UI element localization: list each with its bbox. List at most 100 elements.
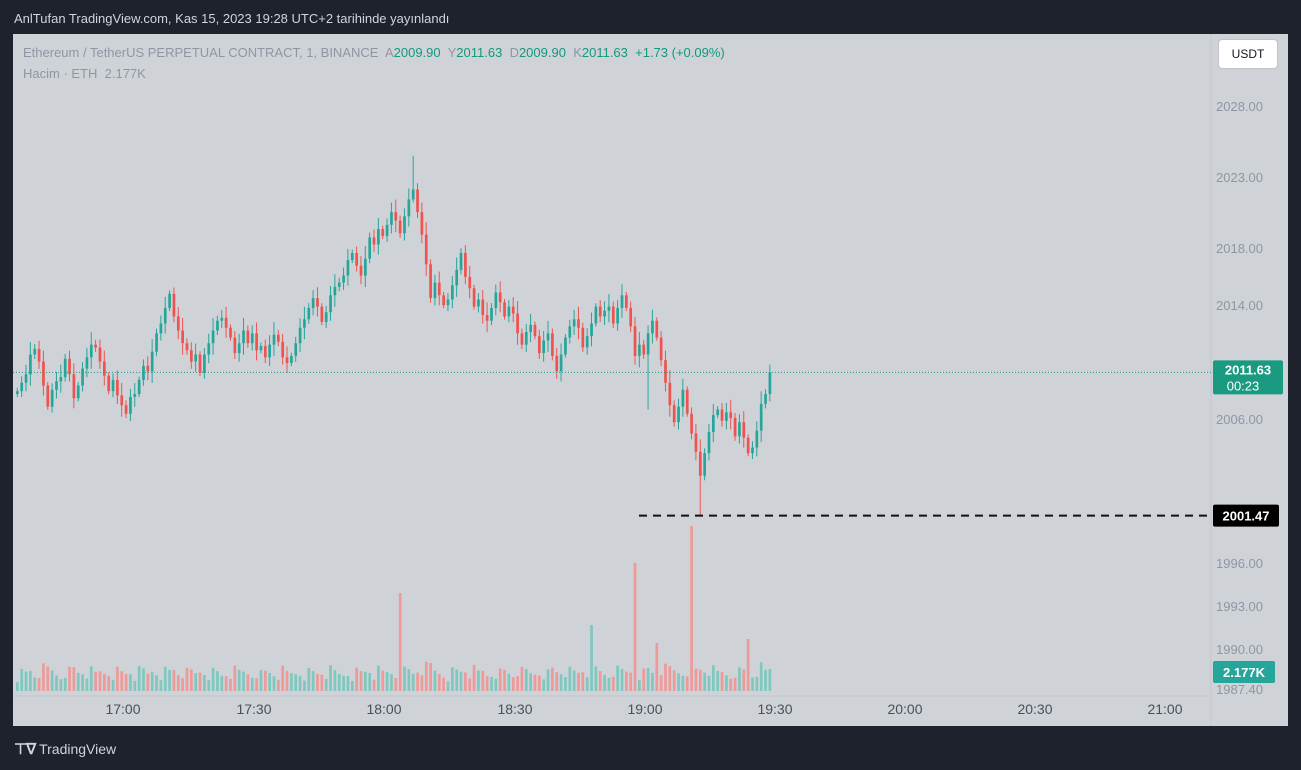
volume-bar	[190, 669, 193, 691]
volume-bar	[337, 674, 341, 691]
candle-body	[485, 315, 489, 321]
volume-bar	[712, 665, 715, 691]
volume-bar	[168, 669, 171, 691]
volume-bar	[68, 666, 71, 691]
candle-body	[420, 212, 424, 235]
volume-bar	[255, 678, 258, 691]
candle-body	[629, 307, 633, 327]
candle-body	[381, 229, 385, 237]
candle-body	[429, 264, 432, 299]
low-price-tag	[1213, 504, 1279, 527]
candle-body	[159, 323, 163, 334]
volume-bar	[538, 675, 541, 691]
chart-frame[interactable]: 2028.002023.002018.002014.002006.001999.…	[13, 34, 1288, 726]
volume-value: 2.177K	[104, 66, 146, 81]
candle-body	[568, 326, 572, 338]
volume-bar	[368, 673, 372, 691]
volume-bar	[533, 674, 537, 691]
candle-body	[424, 234, 428, 265]
x-tick-label: 21:00	[1147, 701, 1182, 717]
volume-bar	[607, 677, 611, 691]
y-tick-label: 1996.00	[1216, 556, 1263, 571]
volume-bar	[581, 672, 585, 691]
volume-bar	[124, 674, 128, 691]
candle-body	[394, 212, 398, 221]
volume-bar	[694, 668, 698, 691]
candle-body	[659, 337, 663, 361]
candle-body	[577, 319, 580, 328]
candle-body	[524, 331, 528, 345]
price-chart[interactable]: 2028.002023.002018.002014.002006.001999.…	[13, 34, 1288, 726]
volume-bar	[216, 671, 219, 691]
volume-bar	[437, 674, 441, 691]
candle-body	[607, 306, 611, 311]
low-price-value: 2001.47	[1223, 509, 1270, 524]
candle-body	[581, 327, 585, 348]
volume-bar	[324, 678, 328, 691]
x-tick-label: 20:30	[1017, 701, 1052, 717]
candle-body	[437, 282, 441, 296]
candle-body	[303, 319, 306, 328]
candle-body	[546, 333, 550, 341]
high-label: Y	[447, 45, 457, 60]
volume-bar	[107, 676, 111, 691]
candle-body	[50, 389, 54, 407]
candle-body	[703, 453, 706, 476]
volume-label: Hacim · ETH	[23, 66, 98, 81]
volume-bar	[89, 666, 93, 691]
candle-body	[359, 265, 363, 276]
candle-body	[98, 347, 102, 362]
volume-bar	[520, 666, 524, 691]
candle-body	[625, 295, 628, 308]
volume-bar	[485, 676, 489, 691]
candle-body	[664, 360, 667, 383]
candle-body	[755, 430, 759, 448]
candle-body	[529, 324, 532, 332]
volume-bar	[598, 671, 602, 691]
candle-body	[503, 302, 506, 317]
y-tick-label: 2028.00	[1216, 99, 1263, 114]
low-label: D	[509, 45, 519, 60]
volume-bar	[551, 667, 554, 691]
currency-button[interactable]: USDT	[1218, 39, 1278, 69]
volume-bar	[503, 669, 506, 691]
volume-legend: Hacim · ETH 2.177K	[23, 66, 146, 81]
volume-bar	[646, 667, 650, 691]
volume-bar	[24, 671, 28, 691]
volume-bar	[303, 680, 306, 691]
candle-body	[538, 336, 541, 354]
candle-body	[603, 310, 606, 317]
change-value: +1.73 (+0.09%)	[635, 45, 725, 60]
candle-body	[468, 276, 472, 289]
volume-bar	[103, 673, 106, 691]
candle-body	[268, 344, 271, 358]
close-label: K	[573, 45, 582, 60]
volume-bar	[668, 666, 672, 691]
volume-bar	[751, 677, 754, 691]
volume-bar	[616, 665, 619, 691]
volume-bar	[677, 673, 680, 691]
candle-body	[407, 199, 411, 217]
volume-bar	[585, 677, 589, 691]
candle-body	[498, 292, 502, 303]
volume-bar	[263, 670, 267, 691]
volume-bar	[642, 668, 646, 691]
volume-bar	[420, 675, 424, 691]
candle-body	[738, 422, 741, 437]
candle-body	[33, 348, 37, 355]
candle-body	[137, 379, 141, 394]
tradingview-logo[interactable]: ⊤∇ TradingView	[14, 740, 116, 758]
volume-bar	[729, 678, 733, 691]
symbol-name: Ethereum / TetherUS PERPETUAL CONTRACT, …	[23, 45, 379, 60]
candle-body	[459, 252, 463, 270]
candle-body	[494, 292, 498, 308]
volume-bar	[281, 665, 285, 691]
volume-bar	[72, 667, 76, 691]
candle-body	[81, 368, 84, 386]
candle-body	[211, 330, 215, 344]
volume-bar	[76, 672, 80, 691]
candle-body	[355, 252, 358, 266]
volume-bar	[651, 672, 654, 691]
volume-bar	[446, 681, 450, 691]
candle-body	[16, 391, 19, 394]
